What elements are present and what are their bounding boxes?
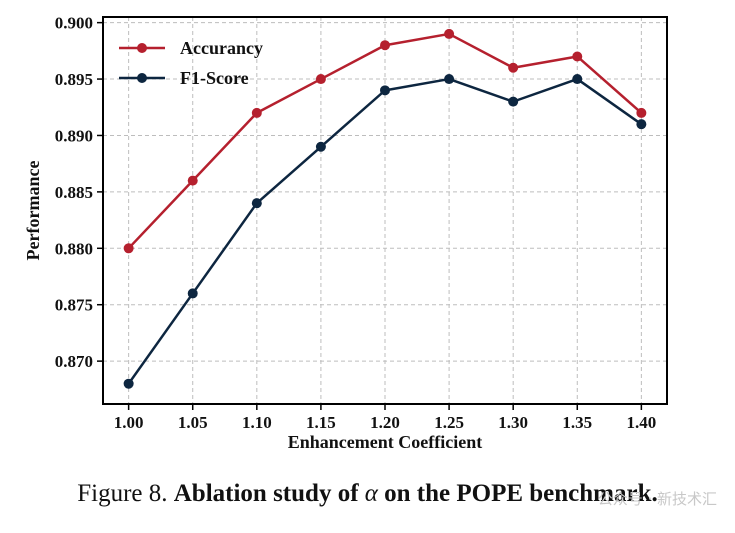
data-point xyxy=(508,62,519,73)
data-point xyxy=(187,288,198,299)
figure-caption: Figure 8. Ablation study of α on the POP… xyxy=(0,480,735,508)
data-point xyxy=(572,74,583,85)
legend-swatch-marker xyxy=(137,73,147,83)
x-tick-label: 1.35 xyxy=(562,413,592,432)
data-point xyxy=(636,107,647,118)
legend-swatch-marker xyxy=(137,43,147,53)
y-tick-label: 0.900 xyxy=(55,14,93,33)
y-tick-label: 0.885 xyxy=(55,183,93,202)
data-point xyxy=(315,141,326,152)
x-tick-label: 1.10 xyxy=(242,413,272,432)
line-chart: 1.00 1.05 1.10 1.15 1.20 1.25 1.30 1.35 1.40 0.8… xyxy=(23,14,668,452)
data-point xyxy=(315,74,326,85)
y-tick-label: 0.870 xyxy=(55,352,93,371)
data-point xyxy=(508,96,519,107)
caption-title-suffix: on the POPE benchmark. xyxy=(384,480,658,507)
x-tick-label: 1.00 xyxy=(114,413,144,432)
x-axis-label: Enhancement Coefficient xyxy=(288,432,482,452)
x-tick-label: 1.30 xyxy=(498,413,528,432)
data-point xyxy=(380,85,390,96)
x-tick-label: 1.40 xyxy=(626,413,656,432)
data-point xyxy=(187,175,198,186)
data-point xyxy=(444,74,455,85)
legend-label: F1-Score xyxy=(180,68,249,88)
y-tick-label: 0.895 xyxy=(55,70,93,89)
legend-label: Accurancy xyxy=(180,38,263,58)
series-2 xyxy=(123,74,647,389)
y-tick-label: 0.890 xyxy=(55,126,93,145)
x-tick-label: 1.25 xyxy=(434,413,464,432)
x-tick-label: 1.05 xyxy=(178,413,208,432)
watermark: 公众号 · 新技术汇 xyxy=(597,490,717,508)
series-layer xyxy=(123,28,647,389)
data-point xyxy=(251,198,262,209)
caption-prefix: Figure 8. xyxy=(77,480,168,507)
y-tick-label: 0.875 xyxy=(55,296,93,315)
x-axis: 1.00 1.05 1.10 1.15 1.20 1.25 1.30 1.35 1.40 xyxy=(114,404,656,432)
data-point xyxy=(636,119,647,130)
legend-item: F1-Score xyxy=(119,68,249,88)
caption-alpha: α xyxy=(364,480,378,507)
data-point xyxy=(380,40,390,51)
legend: Accurancy F1-Score xyxy=(119,38,263,88)
y-tick-label: 0.880 xyxy=(55,239,93,258)
data-point xyxy=(123,243,134,254)
data-point xyxy=(251,107,262,118)
data-point xyxy=(572,51,583,62)
data-point xyxy=(123,378,134,389)
x-tick-label: 1.15 xyxy=(306,413,336,432)
data-point xyxy=(444,28,455,39)
y-axis: 0.870 0.875 0.880 0.885 0.890 0.895 0.900 xyxy=(55,14,103,371)
y-axis-label: Performance xyxy=(23,161,43,261)
x-tick-label: 1.20 xyxy=(370,413,400,432)
caption-title: Ablation study of xyxy=(173,480,359,507)
series-1 xyxy=(123,28,647,254)
legend-item: Accurancy xyxy=(119,38,263,58)
